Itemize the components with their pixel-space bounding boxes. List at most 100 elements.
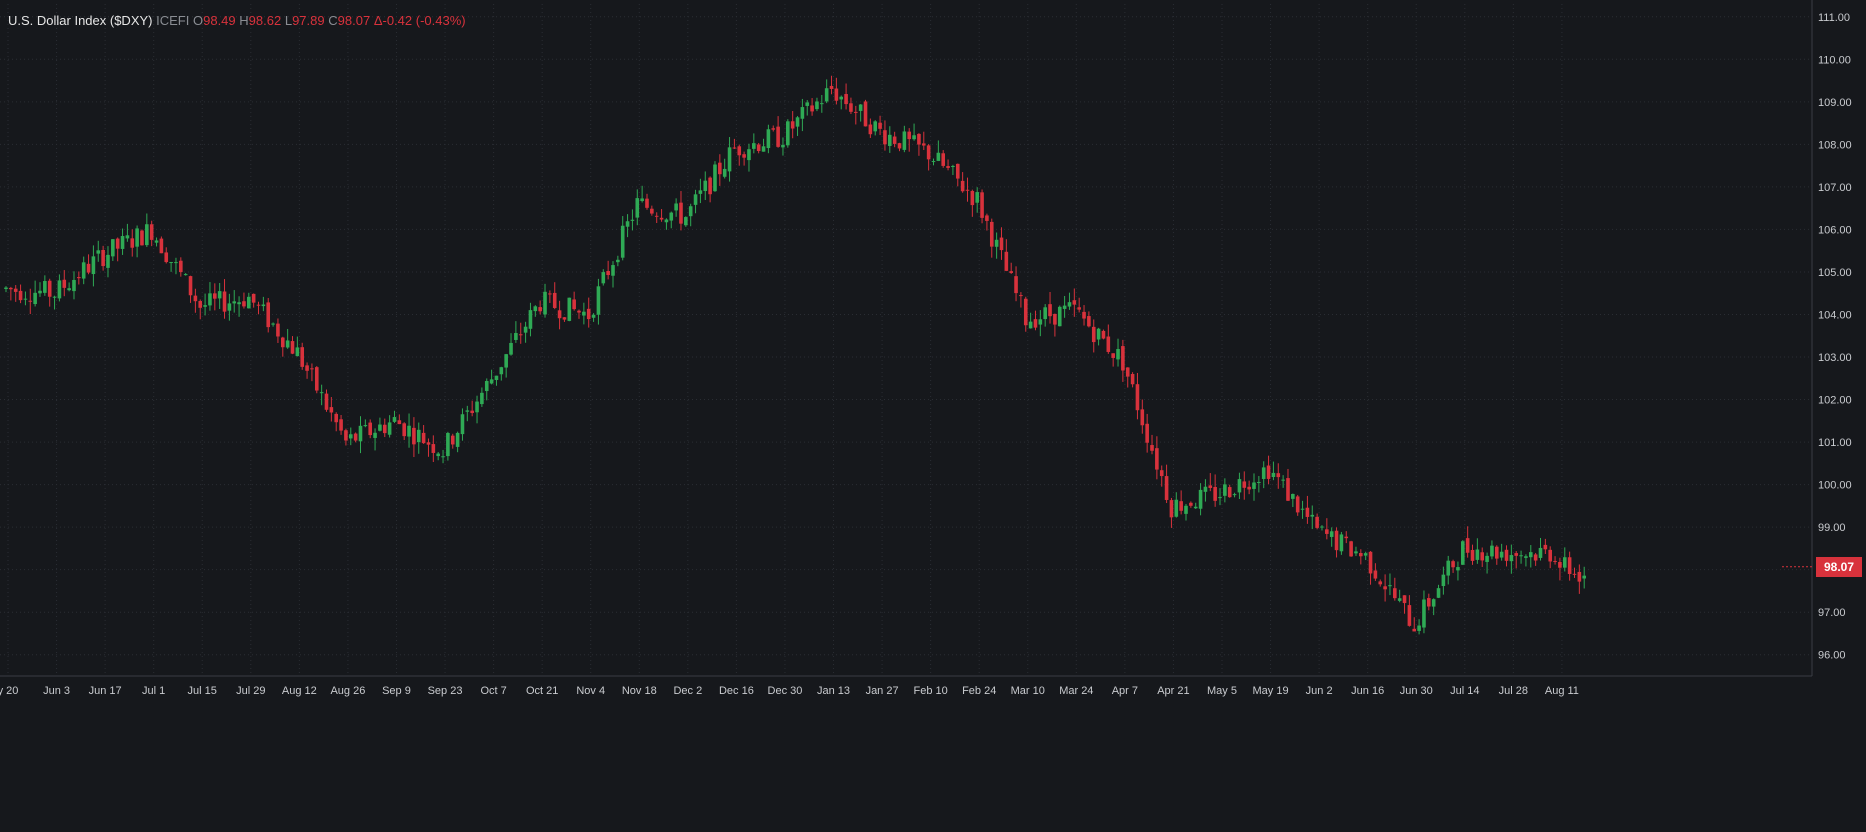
candle-body	[319, 392, 324, 394]
candle-body	[509, 342, 513, 355]
candle-body	[1480, 552, 1485, 561]
candle-body	[125, 235, 130, 239]
candle-body	[310, 368, 314, 370]
candle-body	[251, 293, 256, 303]
candle-body	[285, 340, 290, 348]
candle-body	[154, 240, 159, 243]
candle-body	[1019, 295, 1023, 297]
candle-body	[1087, 316, 1091, 327]
candle-body	[1291, 493, 1295, 499]
x-tick-label: Jun 17	[89, 685, 122, 697]
candle-body	[917, 133, 921, 145]
candle-body	[1402, 595, 1407, 604]
candle-body	[1043, 307, 1047, 320]
candle-body	[873, 121, 878, 132]
x-tick-label: Mar 24	[1059, 685, 1093, 697]
candle-body	[9, 287, 13, 290]
candle-body	[829, 85, 834, 89]
candle-body	[790, 121, 795, 129]
candle-body	[514, 333, 518, 340]
candle-body	[659, 217, 664, 220]
candle-body	[1184, 505, 1188, 514]
candle-body	[1378, 581, 1383, 585]
x-tick-label: Apr 7	[1112, 685, 1138, 697]
candle-body	[164, 252, 169, 263]
candle-body	[232, 301, 237, 304]
candle-body	[1193, 506, 1198, 509]
candle-body	[329, 407, 334, 413]
candle-body	[1179, 501, 1183, 511]
candle-body	[450, 435, 455, 445]
candle-body	[1436, 588, 1441, 598]
candle-body	[844, 94, 848, 105]
candle-body	[921, 143, 926, 146]
candle-body	[1582, 575, 1586, 579]
candle-body	[1281, 479, 1285, 481]
candle-body	[1431, 599, 1436, 607]
candle-body	[193, 295, 198, 302]
x-tick-label: Jul 14	[1450, 685, 1479, 697]
candle-body	[567, 297, 572, 321]
candle-body	[1261, 467, 1266, 479]
candle-body	[586, 308, 591, 320]
candle-body	[805, 102, 810, 106]
y-tick-label: 107.00	[1818, 182, 1852, 194]
candle-body	[1189, 502, 1193, 506]
candle-body	[1062, 305, 1067, 309]
candle-body	[1344, 536, 1349, 539]
candle-body	[77, 277, 81, 279]
candle-body	[1232, 494, 1237, 496]
candle-body	[1218, 497, 1222, 499]
x-tick-label: Jul 15	[188, 685, 217, 697]
candle-body	[62, 279, 67, 288]
candle-body	[115, 238, 120, 249]
candle-body	[1125, 367, 1130, 377]
candle-body	[460, 414, 465, 435]
candle-body	[693, 194, 698, 205]
candle-body	[1339, 534, 1344, 552]
candle-body	[1174, 499, 1179, 517]
candle-body	[727, 147, 732, 172]
x-tick-label: Jan 27	[866, 685, 899, 697]
candle-body	[1485, 555, 1489, 562]
candle-body	[679, 202, 683, 224]
candle-body	[1509, 555, 1514, 562]
candle-body	[1388, 585, 1392, 587]
candle-body	[562, 317, 567, 320]
candle-body	[1266, 465, 1271, 479]
candle-body	[397, 420, 402, 425]
candle-body	[1135, 384, 1140, 411]
candle-body	[878, 122, 882, 129]
x-tick-label: Jan 13	[817, 685, 850, 697]
candle-body	[18, 290, 23, 301]
y-tick-label: 102.00	[1818, 395, 1852, 407]
candle-body	[436, 453, 440, 457]
candle-body	[72, 279, 76, 292]
candle-body	[1305, 507, 1310, 517]
y-tick-label: 101.00	[1818, 437, 1852, 449]
candle-body	[271, 323, 275, 325]
x-tick-label: Dec 30	[768, 685, 803, 697]
candle-body	[951, 165, 955, 168]
candle-body	[732, 147, 737, 149]
candle-body	[222, 291, 227, 312]
candle-body	[1295, 496, 1300, 513]
candle-body	[237, 302, 241, 305]
candle-body	[4, 287, 8, 290]
x-tick-label: Jul 1	[142, 685, 165, 697]
candle-body	[533, 306, 538, 312]
candle-body	[1325, 529, 1329, 534]
candle-body	[81, 262, 86, 279]
candle-body	[611, 265, 615, 276]
candle-body	[484, 380, 489, 392]
candle-body	[1077, 307, 1081, 310]
candle-body	[1028, 321, 1033, 329]
candle-body	[815, 101, 819, 110]
x-tick-label: Sep 9	[382, 685, 411, 697]
candle-body	[1169, 500, 1174, 518]
candle-body	[256, 304, 261, 306]
candle-body	[863, 101, 868, 127]
last-price-badge: 98.07	[1816, 556, 1862, 577]
